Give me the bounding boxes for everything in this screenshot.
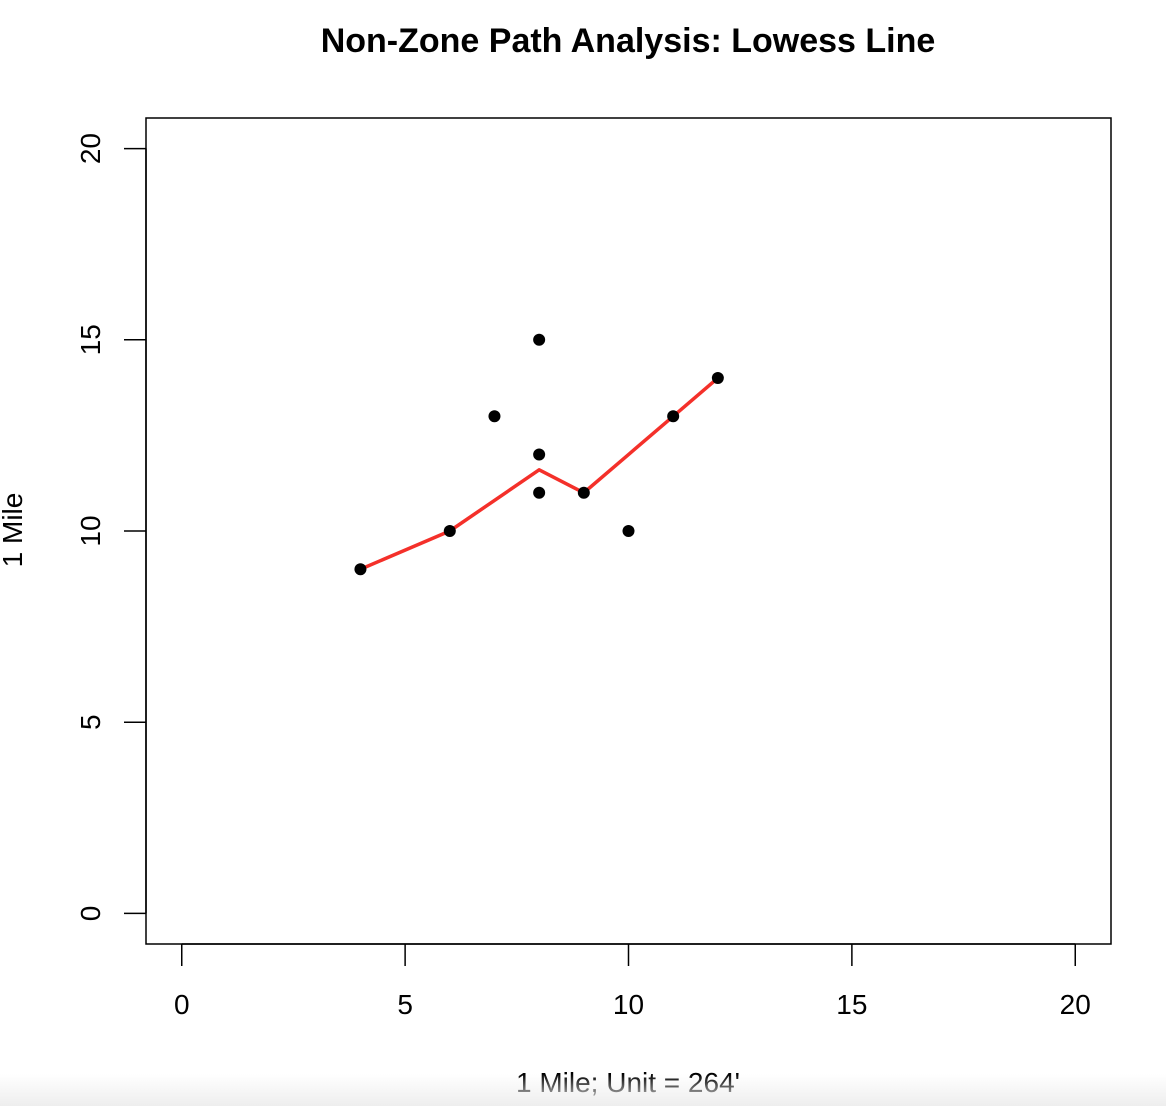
y-tick-label: 5 — [75, 714, 106, 730]
y-tick-label: 0 — [75, 906, 106, 922]
y-tick-label: 20 — [75, 133, 106, 164]
chart-title: Non-Zone Path Analysis: Lowess Line — [321, 22, 936, 60]
x-tick-label: 15 — [836, 989, 867, 1020]
y-axis: 0 5 10 15 20 — [75, 133, 147, 922]
data-point — [533, 333, 546, 346]
data-point — [488, 410, 501, 423]
data-point — [667, 410, 680, 423]
x-tick-label: 5 — [397, 989, 413, 1020]
data-point — [533, 486, 546, 499]
y-tick-label: 15 — [75, 324, 106, 355]
data-point — [443, 525, 456, 537]
data-point — [354, 563, 367, 576]
x-tick-label: 20 — [1060, 989, 1091, 1020]
x-tick-label: 0 — [174, 989, 190, 1020]
data-points-layer — [354, 333, 724, 576]
y-tick-label: 10 — [75, 515, 106, 546]
lowess-line — [358, 376, 720, 571]
data-point — [577, 486, 590, 499]
lowess-line-layer — [358, 376, 720, 571]
x-tick-label: 10 — [613, 989, 644, 1020]
y-axis-label: 1 Mile — [0, 493, 28, 568]
data-point — [711, 372, 724, 385]
x-axis-label: 1 Mile; Unit = 264' — [516, 1067, 740, 1098]
x-axis: 0 5 10 15 20 — [174, 943, 1091, 1020]
data-point — [533, 448, 546, 461]
data-point — [622, 525, 635, 537]
